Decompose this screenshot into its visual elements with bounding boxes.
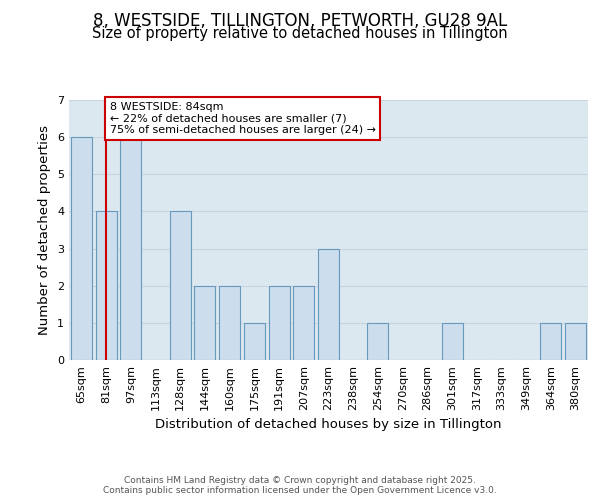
Y-axis label: Number of detached properties: Number of detached properties (38, 125, 52, 335)
X-axis label: Distribution of detached houses by size in Tillington: Distribution of detached houses by size … (155, 418, 502, 431)
Bar (541, 323, 562, 360)
Text: Contains HM Land Registry data © Crown copyright and database right 2025.
Contai: Contains HM Land Registry data © Crown c… (103, 476, 497, 495)
Bar (293, 286, 314, 360)
Bar (71, 137, 92, 360)
Bar (219, 286, 240, 360)
Text: 8 WESTSIDE: 84sqm
← 22% of detached houses are smaller (7)
75% of semi-detached : 8 WESTSIDE: 84sqm ← 22% of detached hous… (110, 102, 376, 135)
Text: 8, WESTSIDE, TILLINGTON, PETWORTH, GU28 9AL: 8, WESTSIDE, TILLINGTON, PETWORTH, GU28 … (93, 12, 507, 30)
Bar (269, 286, 290, 360)
Bar (442, 323, 463, 360)
Bar (120, 137, 141, 360)
Bar (244, 323, 265, 360)
Bar (318, 248, 339, 360)
Bar (565, 323, 586, 360)
Bar (95, 212, 116, 360)
Bar (170, 212, 191, 360)
Bar (194, 286, 215, 360)
Text: Size of property relative to detached houses in Tillington: Size of property relative to detached ho… (92, 26, 508, 41)
Bar (367, 323, 388, 360)
